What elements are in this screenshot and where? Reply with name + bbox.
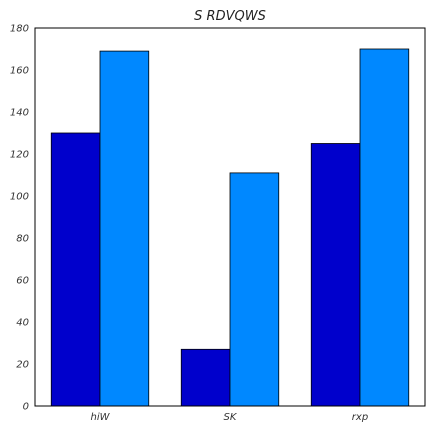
y-tick-label: 100: [10, 192, 29, 203]
y-tick-label: 0: [23, 402, 29, 413]
bar-hiW-series-2: [99, 50, 150, 407]
y-tick-label: 120: [10, 150, 29, 161]
x-tick-label: hiW: [90, 412, 110, 423]
y-tick-label: 20: [16, 360, 29, 371]
x-axis: hiW SK rxp: [90, 412, 368, 423]
y-tick-label: 160: [10, 66, 29, 77]
plot-frame: [34, 27, 426, 407]
chart-title: S RDVQWS: [194, 9, 266, 24]
y-tick-label: 140: [10, 108, 29, 119]
y-axis: 0 20 40 60 80 100 120 140 160 180: [10, 24, 29, 413]
y-tick-label: 40: [16, 318, 29, 329]
bar-hiW-series-1: [50, 132, 101, 407]
bar-rxp-series-1: [310, 143, 361, 407]
y-tick-label: 80: [16, 234, 29, 245]
bar-rxp-series-2: [359, 48, 410, 407]
x-tick-label: rxp: [352, 412, 368, 423]
bar-SK-series-2: [229, 172, 280, 407]
bars-group: [50, 48, 410, 407]
y-tick-label: 60: [16, 276, 29, 287]
y-tick-label: 180: [10, 24, 29, 35]
x-tick-label: SK: [224, 412, 238, 423]
bar-SK-series-1: [180, 348, 231, 407]
